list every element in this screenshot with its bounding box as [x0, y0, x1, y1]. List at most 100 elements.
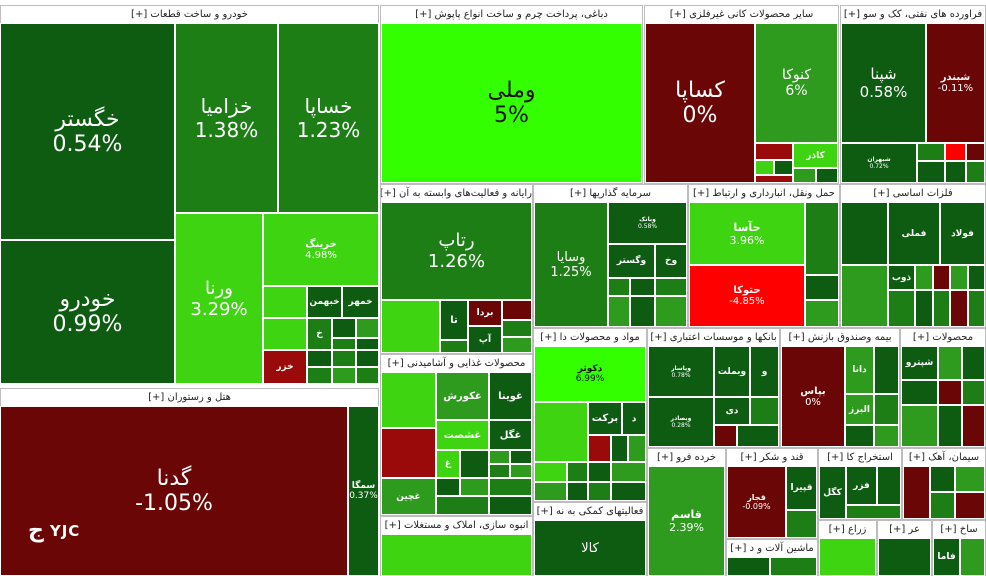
stock-cell[interactable]: کگل: [819, 466, 846, 519]
sector-title[interactable]: دباغی، پرداخت چرم و ساخت انواع پاپوش [+]: [381, 6, 642, 24]
stock-cell[interactable]: گدنا -1.05%: [0, 406, 348, 576]
sector-title[interactable]: سایر محصولات کانی غیرفلزی [+]: [645, 6, 838, 24]
stock-cell[interactable]: [955, 492, 985, 519]
sector-title[interactable]: ماشین آلات و د [+]: [727, 540, 817, 558]
stock-cell[interactable]: [874, 394, 899, 425]
stock-cell[interactable]: [962, 405, 985, 447]
sector-title[interactable]: محصولات غذایی و آشامیدنی [+]: [381, 355, 532, 373]
stock-cell[interactable]: [588, 462, 611, 482]
sector-title[interactable]: خودرو و ساخت قطعات [+]: [1, 6, 378, 24]
stock-cell[interactable]: [608, 278, 630, 296]
stock-cell[interactable]: [819, 538, 876, 576]
stock-cell[interactable]: [962, 346, 985, 380]
stock-cell[interactable]: [714, 425, 737, 447]
stock-cell[interactable]: خودرو 0.99%: [0, 240, 175, 384]
stock-cell[interactable]: ذوب: [888, 265, 915, 290]
stock-cell[interactable]: [356, 350, 379, 367]
stock-cell[interactable]: [877, 466, 901, 505]
sector-title[interactable]: استخراج کا [+]: [819, 449, 901, 467]
stock-cell[interactable]: [489, 450, 510, 464]
stock-cell[interactable]: خزر: [263, 350, 307, 384]
stock-cell[interactable]: [534, 482, 567, 501]
stock-cell[interactable]: وسایا 1.25%: [534, 202, 608, 327]
stock-cell[interactable]: [950, 265, 968, 290]
stock-cell[interactable]: [933, 290, 950, 327]
stock-cell[interactable]: [630, 296, 655, 327]
stock-cell[interactable]: [915, 290, 933, 327]
stock-cell[interactable]: [750, 397, 779, 425]
stock-cell[interactable]: خمهر: [342, 286, 379, 318]
sector-title[interactable]: زراع [+]: [819, 521, 876, 539]
stock-cell[interactable]: خبهمن: [307, 286, 342, 318]
stock-cell[interactable]: [440, 340, 468, 353]
stock-cell[interactable]: [460, 478, 489, 496]
sector-title[interactable]: بیمه وصندوق بازنش [+]: [781, 329, 899, 347]
stock-cell[interactable]: فاما: [933, 538, 960, 576]
stock-cell[interactable]: [489, 464, 510, 478]
stock-cell[interactable]: [332, 338, 356, 350]
stock-cell[interactable]: وبملت: [714, 346, 750, 397]
stock-cell[interactable]: کالا: [534, 520, 646, 576]
sector-title[interactable]: حمل ونقل، انبارداری و ارتباط [+]: [689, 185, 839, 203]
stock-cell[interactable]: دی: [714, 397, 750, 425]
stock-cell[interactable]: [628, 435, 646, 462]
stock-cell[interactable]: [805, 202, 839, 275]
sector-title[interactable]: انبوه سازی، املاک و مستغلات [+]: [381, 517, 532, 535]
stock-cell[interactable]: [945, 143, 966, 161]
stock-cell[interactable]: [356, 318, 379, 338]
stock-cell[interactable]: [332, 318, 356, 338]
stock-cell[interactable]: [608, 296, 630, 327]
stock-cell[interactable]: [356, 367, 379, 384]
stock-cell[interactable]: [307, 367, 332, 384]
stock-cell[interactable]: سمگا 0.37%: [348, 406, 379, 576]
sector-title[interactable]: مواد و محصولات دا [+]: [534, 329, 646, 347]
stock-cell[interactable]: [381, 534, 532, 576]
stock-cell[interactable]: د: [622, 402, 646, 435]
stock-cell[interactable]: [938, 346, 962, 380]
sector-title[interactable]: هتل و رستوران [+]: [1, 389, 378, 407]
stock-cell[interactable]: [436, 478, 460, 496]
stock-cell[interactable]: غ: [436, 450, 460, 478]
stock-cell[interactable]: دکوثر 6.99%: [534, 346, 646, 402]
stock-cell[interactable]: [510, 464, 532, 478]
sector-title[interactable]: فراورده های نفتی، کک و سو [+]: [841, 6, 985, 24]
stock-cell[interactable]: غشصت: [436, 420, 489, 450]
stock-cell[interactable]: [332, 350, 356, 367]
sector-title[interactable]: فعالیتهای کمکی به نه [+]: [534, 503, 646, 521]
stock-cell[interactable]: [534, 462, 567, 482]
stock-cell[interactable]: [263, 286, 307, 318]
stock-cell[interactable]: و: [750, 346, 779, 397]
stock-cell[interactable]: [502, 337, 532, 353]
stock-cell[interactable]: [845, 425, 874, 447]
stock-cell[interactable]: خرینگ 4.98%: [263, 213, 379, 286]
stock-cell[interactable]: غگل: [489, 420, 532, 450]
stock-cell[interactable]: [588, 435, 611, 462]
stock-cell[interactable]: [966, 143, 985, 161]
stock-cell[interactable]: [901, 380, 938, 405]
stock-cell[interactable]: [917, 161, 945, 183]
stock-cell[interactable]: [874, 346, 899, 394]
stock-cell[interactable]: فزر: [846, 466, 877, 505]
stock-cell[interactable]: [933, 265, 950, 290]
stock-cell[interactable]: [960, 538, 985, 576]
stock-cell[interactable]: [588, 482, 611, 501]
stock-cell[interactable]: [737, 425, 779, 447]
stock-cell[interactable]: کساپا 0%: [645, 23, 755, 183]
stock-cell[interactable]: غوینا: [489, 372, 532, 420]
stock-cell[interactable]: [727, 557, 770, 576]
stock-cell[interactable]: [878, 538, 931, 576]
stock-cell[interactable]: شپترو: [901, 346, 938, 380]
stock-cell[interactable]: [436, 496, 489, 515]
stock-cell[interactable]: برکت: [588, 402, 622, 435]
stock-cell[interactable]: [846, 505, 901, 519]
stock-cell[interactable]: [805, 275, 839, 300]
stock-cell[interactable]: قاسم 2.39%: [648, 466, 725, 576]
stock-cell[interactable]: [793, 168, 816, 183]
stock-cell[interactable]: [841, 265, 888, 327]
stock-cell[interactable]: حآسا 3.96%: [689, 202, 805, 265]
stock-cell[interactable]: [774, 160, 793, 175]
sector-title[interactable]: عر [+]: [878, 521, 931, 539]
stock-cell[interactable]: شپنا 0.58%: [841, 23, 926, 143]
stock-cell[interactable]: [630, 278, 655, 296]
stock-cell[interactable]: [755, 160, 774, 175]
